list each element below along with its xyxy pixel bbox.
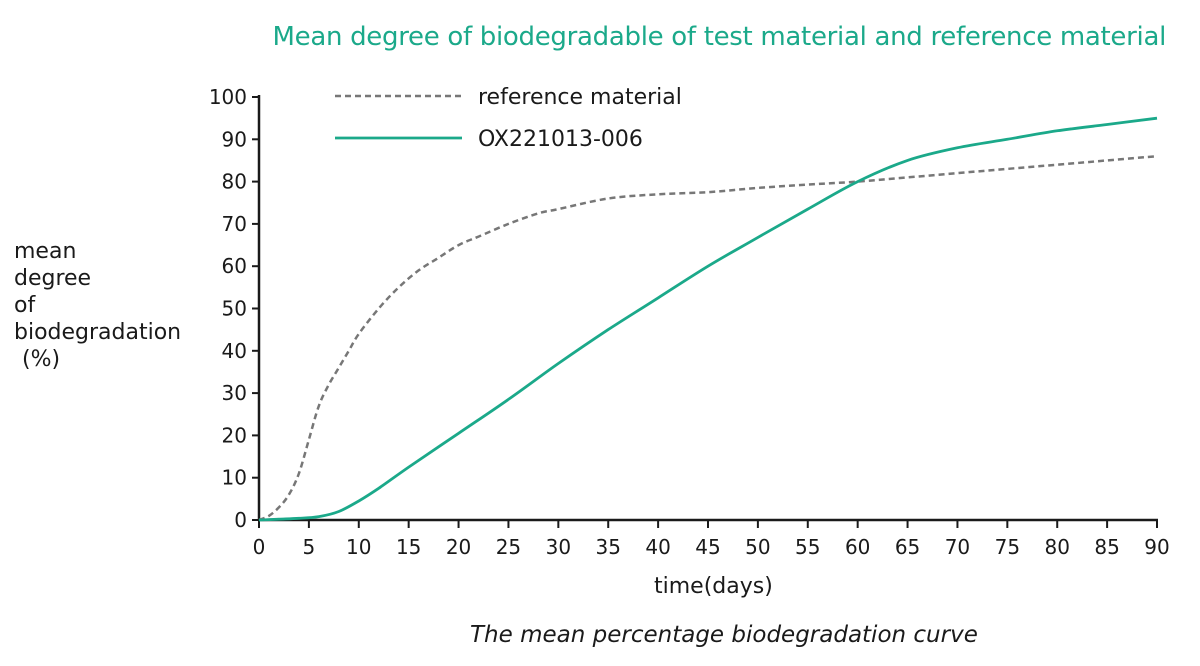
y-tick-label: 40 xyxy=(222,339,247,363)
y-axis-label-unit: (%) xyxy=(22,347,61,372)
y-tick-label: 80 xyxy=(222,170,247,194)
legend: reference material OX221013-006 xyxy=(335,85,682,152)
chart-title: Mean degree of biodegradable of test mat… xyxy=(272,22,1166,52)
y-tick-label: 20 xyxy=(222,423,247,447)
y-tick-label: 30 xyxy=(222,381,247,405)
x-tick-label: 80 xyxy=(1044,535,1069,559)
x-tick-label: 35 xyxy=(595,535,620,559)
series-line-2 xyxy=(258,116,1158,522)
y-axis-label-line: of xyxy=(14,293,36,318)
y-axis-label-line: mean xyxy=(14,239,77,264)
x-tick-label: 15 xyxy=(396,535,421,559)
series-line-1 xyxy=(258,154,1158,522)
x-tick-label: 25 xyxy=(496,535,521,559)
x-tick-label: 20 xyxy=(446,535,471,559)
legend-label-2: OX221013-006 xyxy=(478,127,643,152)
x-tick-label: 60 xyxy=(845,535,870,559)
y-tick-label: 0 xyxy=(234,508,247,532)
legend-label-1: reference material xyxy=(478,85,682,110)
y-axis-label-line: degree xyxy=(14,266,92,291)
x-tick-label: 40 xyxy=(645,535,670,559)
x-tick-label: 55 xyxy=(795,535,820,559)
x-tick-label: 90 xyxy=(1144,535,1169,559)
y-tick-label: 100 xyxy=(209,85,247,109)
series-layer xyxy=(258,116,1158,522)
x-tick-label: 0 xyxy=(253,535,266,559)
x-tick-label: 75 xyxy=(995,535,1020,559)
x-tick-label: 70 xyxy=(945,535,970,559)
x-tick-label: 30 xyxy=(546,535,571,559)
x-tick-label: 65 xyxy=(895,535,920,559)
y-tick-label: 70 xyxy=(222,212,247,236)
y-tick-label: 90 xyxy=(222,127,247,151)
x-tick-label: 50 xyxy=(745,535,770,559)
y-axis-label: mean degree of biodegradation (%) xyxy=(14,238,204,373)
x-tick-label: 45 xyxy=(695,535,720,559)
x-tick-label: 85 xyxy=(1094,535,1119,559)
y-axis-label-line: biodegradation xyxy=(14,320,182,345)
y-tick-label: 60 xyxy=(222,254,247,278)
x-tick-label: 5 xyxy=(303,535,316,559)
x-tick-label: 10 xyxy=(346,535,371,559)
y-tick-label: 10 xyxy=(222,466,247,490)
axes: 0 10 20 30 40 50 60 70 80 90 100 0 5 10 15 20 25 30 35 40 45… xyxy=(209,85,1170,559)
x-axis-label: time(days) xyxy=(654,574,773,599)
figure-caption: The mean percentage biodegradation curve xyxy=(470,622,978,648)
y-tick-label: 50 xyxy=(222,297,247,321)
